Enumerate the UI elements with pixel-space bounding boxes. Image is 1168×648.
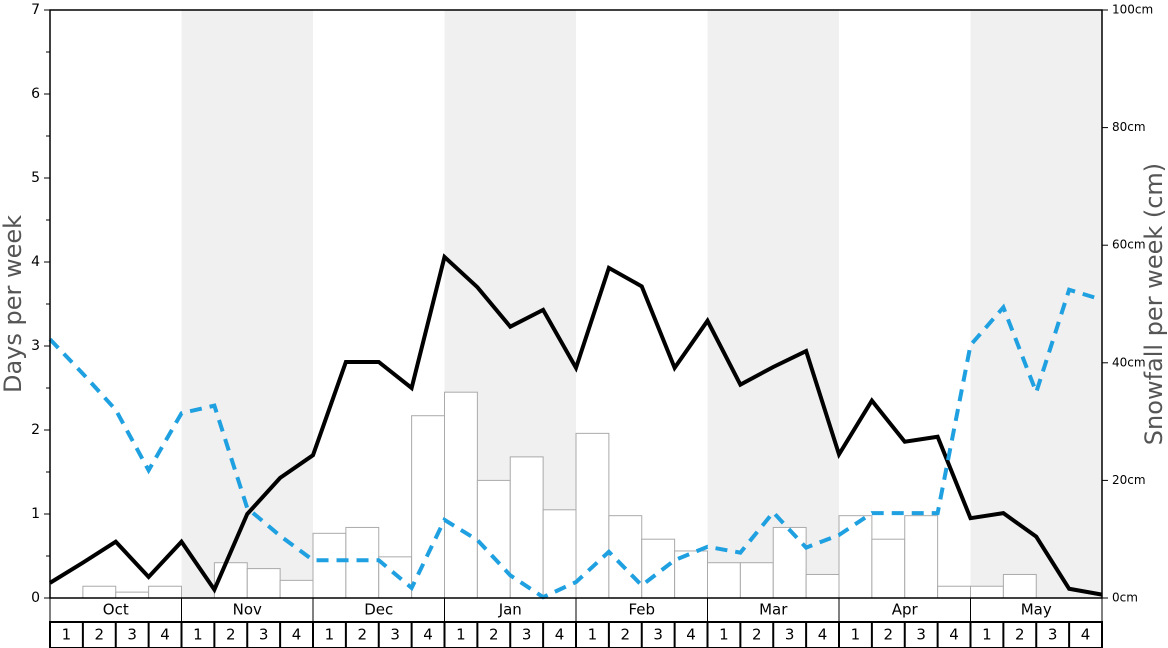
week-label: 4 — [686, 626, 696, 644]
week-label: 1 — [588, 626, 598, 644]
bar — [707, 562, 741, 599]
line — [48, 287, 1103, 600]
week-label: 4 — [160, 626, 170, 644]
week-label: 1 — [851, 626, 861, 644]
y2-tick-label: 0cm — [1112, 591, 1138, 605]
bar — [871, 538, 906, 599]
bar — [608, 515, 643, 599]
week-label: 4 — [423, 626, 433, 644]
y-axis-label: Days per week — [0, 215, 27, 393]
bar — [575, 432, 610, 599]
week-label: 3 — [522, 626, 532, 644]
month-label: Feb — [628, 601, 655, 619]
week-label: 3 — [785, 626, 795, 644]
month-label: Oct — [103, 601, 129, 619]
week-label: 3 — [259, 626, 269, 644]
y2-tick-label: 20cm — [1112, 473, 1146, 487]
bar — [904, 515, 939, 599]
bar — [148, 585, 182, 599]
bar — [970, 585, 1004, 599]
month-label: Nov — [233, 601, 262, 619]
bar — [1002, 573, 1037, 599]
bar — [542, 509, 577, 599]
bar — [509, 456, 544, 599]
y-tick-label: 2 — [31, 422, 40, 438]
week-label: 3 — [127, 626, 137, 644]
bar — [476, 479, 511, 599]
bar — [937, 585, 971, 599]
week-label: 2 — [226, 626, 236, 644]
week-label: 2 — [1015, 626, 1025, 644]
week-label: 1 — [193, 626, 203, 644]
month-shade — [970, 10, 1102, 598]
bar — [82, 585, 117, 599]
week-label: 2 — [621, 626, 631, 644]
y2-tick-label: 100cm — [1112, 3, 1153, 17]
week-label: 1 — [982, 626, 992, 644]
bar — [641, 538, 676, 599]
bar — [279, 579, 314, 599]
y-tick-label: 3 — [31, 338, 40, 354]
bar — [312, 532, 347, 599]
y-tick-label: 0 — [31, 590, 40, 606]
bar — [772, 526, 807, 599]
week-label: 1 — [719, 626, 729, 644]
month-shade — [181, 10, 313, 598]
week-label: 4 — [949, 626, 959, 644]
month-shade — [707, 10, 839, 598]
week-label: 1 — [325, 626, 335, 644]
week-label: 2 — [752, 626, 762, 644]
week-label: 3 — [1048, 626, 1058, 644]
bar — [345, 526, 380, 599]
week-label: 2 — [489, 626, 499, 644]
week-label: 1 — [62, 626, 72, 644]
week-label: 3 — [390, 626, 400, 644]
bar — [838, 515, 873, 599]
y2-tick-label: 60cm — [1112, 238, 1146, 252]
y2-axis-label: Snowfall per week (cm) — [1140, 163, 1168, 445]
week-label: 4 — [1081, 626, 1091, 644]
week-label: 2 — [358, 626, 368, 644]
week-label: 2 — [95, 626, 105, 644]
month-label: Dec — [364, 601, 393, 619]
y-tick-label: 7 — [31, 2, 40, 18]
bar — [444, 391, 478, 599]
bar — [739, 562, 774, 599]
bar — [411, 415, 445, 599]
y-tick-label: 1 — [31, 506, 40, 522]
week-label: 4 — [818, 626, 828, 644]
week-label: 3 — [653, 626, 663, 644]
week-label: 3 — [916, 626, 926, 644]
month-label: May — [1021, 601, 1052, 619]
y-tick-label: 5 — [31, 170, 40, 186]
month-label: Mar — [759, 601, 788, 619]
bar — [246, 568, 281, 599]
week-label: 2 — [884, 626, 894, 644]
month-label: Jan — [498, 601, 522, 619]
bar — [805, 573, 840, 599]
week-label: 4 — [292, 626, 302, 644]
week-label: 4 — [555, 626, 565, 644]
bar — [115, 591, 150, 599]
month-label: Apr — [892, 601, 919, 619]
y-tick-label: 6 — [31, 86, 40, 102]
week-label: 1 — [456, 626, 466, 644]
y-tick-label: 4 — [31, 254, 40, 270]
y2-tick-label: 80cm — [1112, 120, 1146, 134]
y2-tick-label: 40cm — [1112, 355, 1146, 369]
line — [48, 253, 1103, 597]
